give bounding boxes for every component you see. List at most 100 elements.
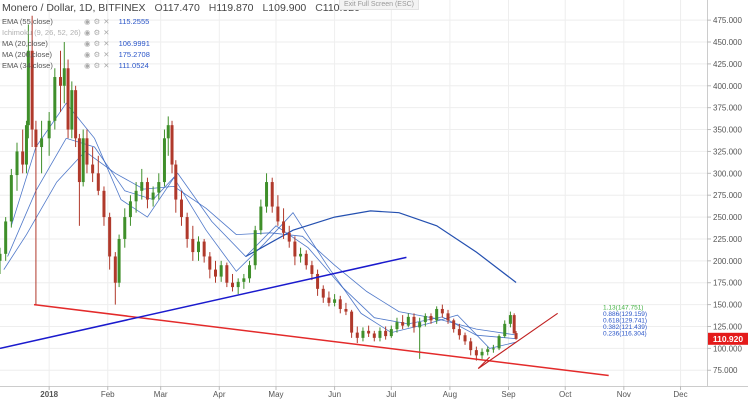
candle: [225, 262, 229, 288]
close-icon[interactable]: ✕: [103, 61, 110, 70]
candle-body: [66, 68, 70, 130]
candle-body: [338, 299, 342, 309]
candle-body: [372, 333, 376, 338]
candle-body: [406, 316, 410, 326]
indicator-row[interactable]: EMA (34,close) ◉ ⚙ ✕ 111.0524: [2, 60, 360, 71]
candle-body: [327, 297, 331, 303]
candle-body: [117, 238, 121, 283]
candle: [236, 278, 240, 295]
candle-body: [170, 125, 174, 165]
candle-body: [214, 269, 218, 277]
symbol-label[interactable]: Monero / Dollar, 1D, BITFINEX: [2, 2, 146, 14]
close-icon[interactable]: ✕: [103, 28, 110, 37]
candle: [179, 190, 183, 226]
eye-icon[interactable]: ◉: [84, 17, 91, 26]
indicator-row[interactable]: Ichimoku (9, 26, 52, 26) ◉ ⚙ ✕: [2, 27, 360, 38]
candle: [503, 320, 507, 338]
candle-body: [512, 315, 516, 334]
eye-icon[interactable]: ◉: [84, 50, 91, 59]
indicator-name: MA (200,close): [2, 50, 53, 59]
candle: [134, 182, 138, 213]
candle-body: [231, 282, 235, 288]
candle: [15, 142, 19, 191]
candle: [463, 332, 467, 345]
candle: [196, 236, 200, 261]
candle: [497, 334, 501, 351]
close-icon[interactable]: ✕: [103, 17, 110, 26]
candle-body: [58, 77, 62, 86]
candle: [474, 346, 478, 361]
candle-body: [293, 241, 297, 257]
candle-body: [480, 351, 484, 356]
indicator-name: EMA (34,close): [2, 61, 53, 70]
candle: [287, 225, 291, 248]
candle-body: [166, 125, 170, 139]
candle-body: [463, 335, 467, 342]
indicator-row[interactable]: MA (200,close) ◉ ⚙ ✕ 175.2708: [2, 49, 360, 60]
candle: [412, 313, 416, 333]
fib-labels: 1.13(147.751)0.886(129.159)0.618(129.741…: [603, 305, 647, 338]
time-axis[interactable]: 2018 Feb Mar Apr May Jun Jul Aug Sep Oct Nov Dec: [40, 386, 688, 399]
candle-body: [389, 329, 393, 337]
close-icon[interactable]: ✕: [103, 50, 110, 59]
trendline-3[interactable]: [477, 312, 558, 369]
candle-body: [145, 182, 149, 200]
candle: [361, 327, 365, 342]
candle: [367, 325, 371, 337]
candle: [81, 129, 85, 187]
close-icon[interactable]: ✕: [103, 39, 110, 48]
candle: [508, 311, 512, 328]
gear-icon[interactable]: ⚙: [93, 61, 101, 70]
candle-body: [474, 350, 478, 356]
candle: [34, 120, 38, 305]
candle-body: [40, 138, 44, 148]
candle-body: [91, 164, 95, 174]
indicator-name: Ichimoku (9, 26, 52, 26): [2, 28, 81, 37]
exit-fullscreen-button[interactable]: Exit Full Screen (ESC): [339, 0, 420, 10]
eye-icon[interactable]: ◉: [84, 28, 91, 37]
gear-icon[interactable]: ⚙: [93, 17, 101, 26]
candle: [128, 195, 132, 226]
candle-body: [457, 329, 461, 336]
candle-body: [350, 311, 354, 333]
candle: [191, 225, 195, 261]
gear-icon[interactable]: ⚙: [93, 28, 101, 37]
candle-body: [140, 182, 144, 191]
trendline-1[interactable]: [0, 256, 407, 350]
candle: [259, 199, 263, 235]
candle: [378, 327, 382, 342]
candle: [157, 173, 161, 200]
candle-body: [497, 336, 501, 349]
trendlines[interactable]: [0, 256, 609, 377]
candle-body: [102, 190, 106, 218]
time-tick-label: May: [268, 390, 283, 399]
trendline-0[interactable]: [33, 303, 609, 377]
current-price-label: 110.920: [713, 334, 744, 344]
candle: [151, 186, 155, 207]
indicator-row[interactable]: MA (20,close) ◉ ⚙ ✕ 106.9991: [2, 38, 360, 49]
candle-body: [508, 315, 512, 324]
candle-body: [321, 288, 325, 298]
gear-icon[interactable]: ⚙: [93, 50, 101, 59]
candle-body: [162, 138, 166, 183]
candle: [9, 168, 13, 228]
indicator-name: EMA (55,close): [2, 17, 53, 26]
candle-body: [202, 241, 206, 257]
candle: [491, 344, 495, 353]
indicator-row[interactable]: EMA (55,close) ◉ ⚙ ✕ 115.2555: [2, 16, 360, 27]
candle: [108, 212, 112, 270]
candle: [24, 120, 28, 174]
price-axis[interactable]: 475.000 450.000 425.000 400.000 375.000 350.0…: [707, 16, 742, 375]
candle: [117, 234, 121, 288]
candle-body: [276, 206, 280, 222]
candle-body: [30, 50, 34, 130]
candle-body: [333, 299, 337, 303]
price-tick-label: 425.000: [713, 60, 742, 69]
eye-icon[interactable]: ◉: [84, 61, 91, 70]
candle: [53, 68, 57, 130]
candle: [170, 120, 174, 174]
candle: [70, 81, 74, 139]
gear-icon[interactable]: ⚙: [93, 39, 101, 48]
eye-icon[interactable]: ◉: [84, 39, 91, 48]
